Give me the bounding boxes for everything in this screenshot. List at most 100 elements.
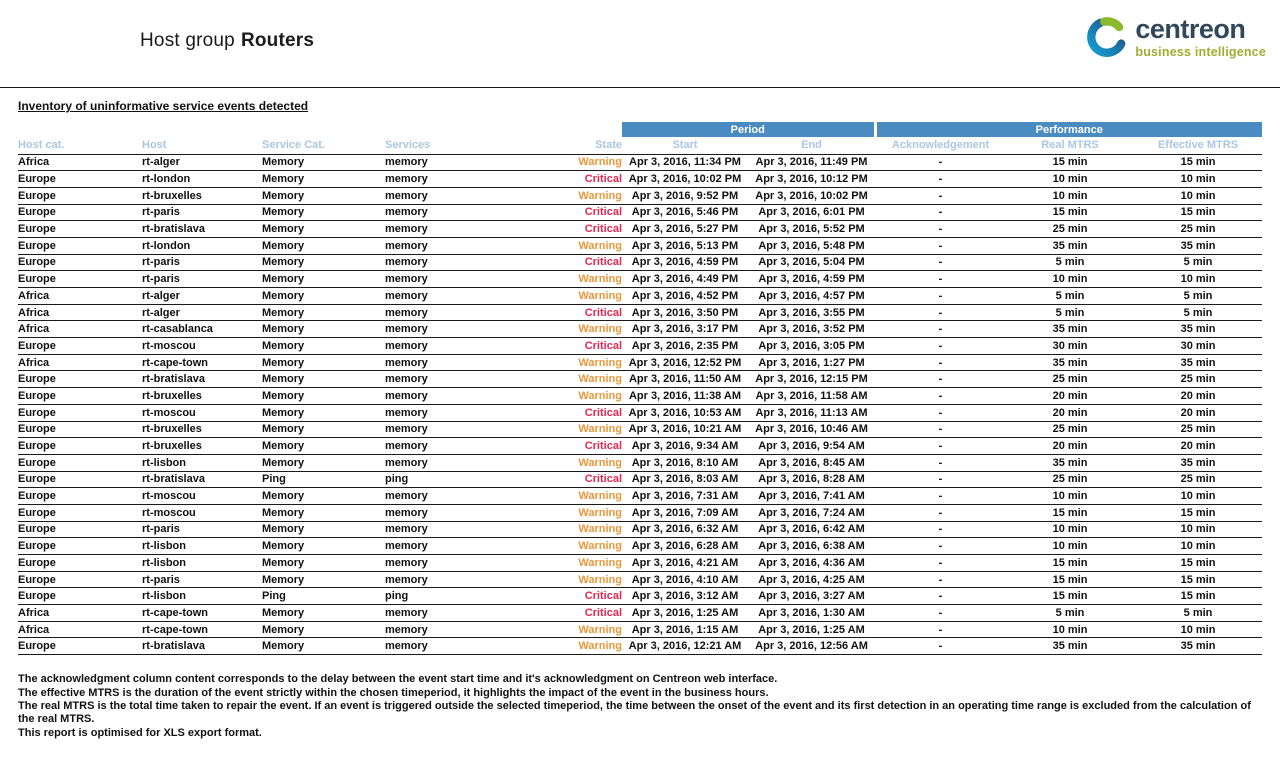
host-cell: rt-paris bbox=[142, 571, 262, 589]
host-cell: rt-bruxelles bbox=[142, 421, 262, 439]
footer-notes: The acknowledgment column content corres… bbox=[18, 673, 1262, 740]
events-table: Period Performance Host cat. Host Servic… bbox=[18, 122, 1263, 656]
start-cell: Apr 3, 2016, 4:21 AM bbox=[622, 554, 748, 572]
services-cell: memory bbox=[385, 621, 525, 639]
col-header-service-cat: Service Cat. bbox=[262, 137, 385, 155]
footer-note-xls: This report is optimised for XLS export … bbox=[18, 726, 262, 739]
service-category-cell: Memory bbox=[262, 387, 385, 405]
host-category-cell: Europe bbox=[18, 554, 142, 572]
host-category-cell: Europe bbox=[18, 637, 142, 656]
service-category-cell: Memory bbox=[262, 170, 385, 188]
col-header-start: Start bbox=[622, 137, 748, 155]
host-category-cell: Europe bbox=[18, 254, 142, 272]
real-mtrs-cell: 20 min bbox=[1006, 387, 1135, 405]
host-cell: rt-moscou bbox=[142, 504, 262, 522]
services-cell: memory bbox=[385, 320, 525, 339]
state-cell: Warning bbox=[525, 554, 622, 572]
col-header-real-mtrs: Real MTRS bbox=[1006, 137, 1135, 155]
state-cell: Warning bbox=[525, 354, 622, 372]
table-row: Europe rt-bratislava Ping ping Critical Apr 3… bbox=[18, 471, 1263, 489]
service-category-cell: Memory bbox=[262, 504, 385, 522]
table-row: Europe rt-moscou Memory memory Warning Apr 3,… bbox=[18, 487, 1263, 505]
state-cell: Warning bbox=[525, 154, 622, 172]
services-cell: memory bbox=[385, 204, 525, 222]
page-title-hostgroup: Routers bbox=[240, 30, 315, 51]
service-category-cell: Memory bbox=[262, 270, 385, 288]
host-category-cell: Europe bbox=[18, 270, 142, 288]
start-cell: Apr 3, 2016, 2:35 PM bbox=[622, 337, 748, 355]
service-category-cell: Memory bbox=[262, 637, 385, 656]
real-mtrs-cell: 10 min bbox=[1006, 170, 1135, 188]
services-cell: memory bbox=[385, 237, 525, 255]
start-cell: Apr 3, 2016, 10:21 AM bbox=[622, 421, 748, 439]
table-row: Europe rt-paris Memory memory Critical Apr 3,… bbox=[18, 204, 1263, 222]
effective-mtrs-cell: 10 min bbox=[1134, 487, 1263, 505]
effective-mtrs-cell: 35 min bbox=[1134, 320, 1263, 339]
acknowledgement-cell: - bbox=[875, 554, 1007, 572]
real-mtrs-cell: 10 min bbox=[1006, 187, 1135, 205]
services-cell: memory bbox=[385, 637, 525, 656]
services-cell: memory bbox=[385, 554, 525, 572]
table-row: Africa rt-alger Memory memory Warning Apr 3, … bbox=[18, 154, 1263, 172]
acknowledgement-cell: - bbox=[875, 170, 1007, 188]
host-category-cell: Europe bbox=[18, 204, 142, 222]
host-cell: rt-lisbon bbox=[142, 587, 262, 606]
state-cell: Critical bbox=[525, 587, 622, 606]
table-row: Europe rt-lisbon Memory memory Warning Apr 3,… bbox=[18, 537, 1263, 555]
service-category-cell: Memory bbox=[262, 404, 385, 422]
end-cell: Apr 3, 2016, 4:25 AM bbox=[748, 571, 876, 589]
services-cell: memory bbox=[385, 220, 525, 238]
table-row: Europe rt-bruxelles Memory memory Warning Apr… bbox=[18, 421, 1263, 439]
state-cell: Warning bbox=[525, 370, 622, 389]
real-mtrs-cell: 15 min bbox=[1006, 154, 1135, 172]
state-cell: Warning bbox=[525, 387, 622, 405]
host-category-cell: Europe bbox=[18, 471, 142, 489]
service-category-cell: Memory bbox=[262, 220, 385, 238]
acknowledgement-cell: - bbox=[875, 404, 1007, 422]
services-cell: memory bbox=[385, 404, 525, 422]
host-cell: rt-paris bbox=[142, 254, 262, 272]
effective-mtrs-cell: 10 min bbox=[1134, 521, 1263, 539]
host-cell: rt-bratislava bbox=[142, 471, 262, 489]
service-category-cell: Memory bbox=[262, 604, 385, 622]
effective-mtrs-cell: 15 min bbox=[1134, 571, 1263, 589]
start-cell: Apr 3, 2016, 7:09 AM bbox=[622, 504, 748, 522]
col-header-acknowledgement: Acknowledgement bbox=[875, 137, 1007, 155]
service-category-cell: Memory bbox=[262, 254, 385, 272]
logo-text: centreon business intelligence bbox=[1135, 13, 1266, 59]
acknowledgement-cell: - bbox=[875, 204, 1007, 222]
services-cell: memory bbox=[385, 354, 525, 372]
effective-mtrs-cell: 5 min bbox=[1134, 304, 1263, 322]
state-cell: Warning bbox=[525, 637, 622, 656]
host-category-cell: Africa bbox=[18, 621, 142, 639]
end-cell: Apr 3, 2016, 9:54 AM bbox=[748, 437, 876, 455]
period-group-header: Period bbox=[622, 122, 876, 137]
start-cell: Apr 3, 2016, 8:03 AM bbox=[622, 471, 748, 489]
state-cell: Critical bbox=[525, 604, 622, 622]
real-mtrs-cell: 30 min bbox=[1006, 337, 1135, 355]
footer-note-effective-mtrs: The effective MTRS is the duration of th… bbox=[18, 686, 769, 699]
host-cell: rt-moscou bbox=[142, 487, 262, 505]
service-category-cell: Memory bbox=[262, 571, 385, 589]
effective-mtrs-cell: 25 min bbox=[1134, 471, 1263, 489]
services-cell: memory bbox=[385, 521, 525, 539]
effective-mtrs-cell: 10 min bbox=[1134, 621, 1263, 639]
centreon-swirl-icon bbox=[1084, 13, 1130, 59]
table-row: Europe rt-bruxelles Memory memory Warning Apr… bbox=[18, 187, 1263, 205]
start-cell: Apr 3, 2016, 12:21 AM bbox=[622, 637, 748, 656]
start-cell: Apr 3, 2016, 4:49 PM bbox=[622, 270, 748, 288]
start-cell: Apr 3, 2016, 6:32 AM bbox=[622, 521, 748, 539]
start-cell: Apr 3, 2016, 5:13 PM bbox=[622, 237, 748, 255]
service-category-cell: Memory bbox=[262, 537, 385, 555]
host-cell: rt-cape-town bbox=[142, 354, 262, 372]
end-cell: Apr 3, 2016, 6:38 AM bbox=[748, 537, 876, 555]
start-cell: Apr 3, 2016, 7:31 AM bbox=[622, 487, 748, 505]
effective-mtrs-cell: 35 min bbox=[1134, 637, 1263, 656]
host-category-cell: Europe bbox=[18, 487, 142, 505]
end-cell: Apr 3, 2016, 11:58 AM bbox=[748, 387, 876, 405]
acknowledgement-cell: - bbox=[875, 637, 1007, 656]
host-category-cell: Europe bbox=[18, 454, 142, 472]
host-category-cell: Europe bbox=[18, 587, 142, 606]
effective-mtrs-cell: 10 min bbox=[1134, 537, 1263, 555]
